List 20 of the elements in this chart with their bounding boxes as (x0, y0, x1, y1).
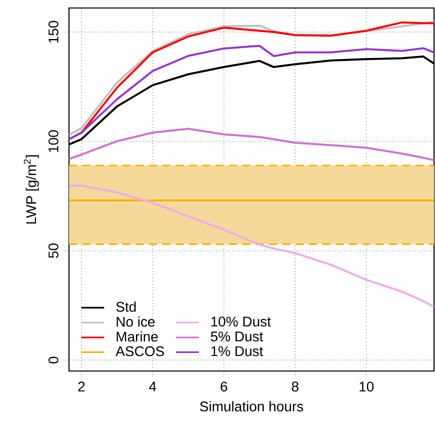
x-axis-title: Simulation hours (200, 401, 304, 412)
x-tick-label: 8 (292, 382, 298, 392)
y-tick-label: 150 (48, 20, 58, 43)
line-series (69, 44, 434, 140)
legend-label: Std (116, 302, 136, 312)
legend-label: Marine (116, 331, 158, 342)
y-tick-label: 0 (48, 356, 58, 364)
legend-label: 5% Dust (210, 332, 264, 342)
legend-label: 10% Dust (211, 316, 271, 327)
line-series (69, 128, 434, 162)
y-tick-label: 50 (48, 243, 58, 258)
y-axis-title: LWP [g/m$^{2}$] (24, 155, 39, 224)
legend-label: No ice (116, 316, 155, 327)
x-tick-label: 2 (78, 382, 85, 392)
x-tick-label: 4 (149, 382, 156, 392)
legend-label: 1% Dust (211, 346, 264, 356)
x-tick-label: 6 (220, 382, 228, 392)
legend-label: ASCOS (116, 346, 164, 356)
x-tick-label: 10 (360, 382, 374, 392)
y-tick-label: 100 (48, 130, 58, 152)
